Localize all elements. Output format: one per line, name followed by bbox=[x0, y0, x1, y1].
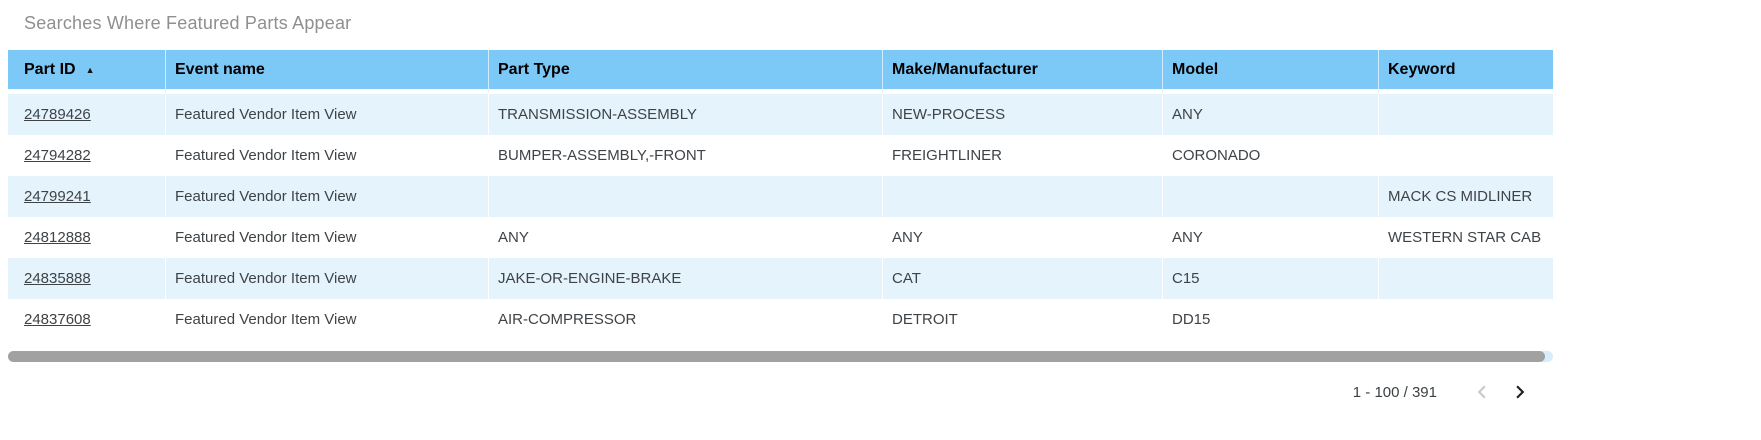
event-name-cell: Featured Vendor Item View bbox=[165, 299, 488, 340]
model-cell: DD15 bbox=[1162, 299, 1378, 340]
make-cell: DETROIT bbox=[882, 299, 1162, 340]
event-name-cell: Featured Vendor Item View bbox=[165, 258, 488, 299]
part-id-cell: 24837608 bbox=[8, 299, 165, 340]
model-cell bbox=[1162, 176, 1378, 217]
model-cell: C15 bbox=[1162, 258, 1378, 299]
event-name-cell: Featured Vendor Item View bbox=[165, 135, 488, 176]
column-header-model[interactable]: Model bbox=[1162, 50, 1378, 94]
make-cell: ANY bbox=[882, 217, 1162, 258]
make-cell bbox=[882, 176, 1162, 217]
column-header-part-id[interactable]: Part ID ▲ bbox=[8, 50, 165, 94]
keyword-cell bbox=[1378, 94, 1553, 135]
column-header-make[interactable]: Make/Manufacturer bbox=[882, 50, 1162, 94]
make-cell: FREIGHTLINER bbox=[882, 135, 1162, 176]
model-cell: ANY bbox=[1162, 217, 1378, 258]
event-name-cell: Featured Vendor Item View bbox=[165, 176, 488, 217]
pagination-bar: 1 - 100 / 391 bbox=[8, 370, 1553, 406]
part-id-link[interactable]: 24812888 bbox=[24, 229, 91, 246]
part-id-cell: 24789426 bbox=[8, 94, 165, 135]
horizontal-scrollbar[interactable] bbox=[8, 351, 1553, 362]
pagination-range: 1 - 100 / 391 bbox=[1352, 383, 1437, 401]
keyword-cell bbox=[1378, 135, 1553, 176]
part-type-cell: TRANSMISSION-ASSEMBLY bbox=[488, 94, 882, 135]
table-header-row: Part ID ▲ Event name Part Type Make/Manuf… bbox=[8, 50, 1553, 94]
part-type-cell: BUMPER-ASSEMBLY,-FRONT bbox=[488, 135, 882, 176]
part-id-link[interactable]: 24835888 bbox=[24, 270, 91, 287]
model-cell: ANY bbox=[1162, 94, 1378, 135]
next-page-button[interactable] bbox=[1506, 378, 1534, 406]
make-cell: CAT bbox=[882, 258, 1162, 299]
keyword-cell: MACK CS MIDLINER bbox=[1378, 176, 1553, 217]
part-type-cell: ANY bbox=[488, 217, 882, 258]
chevron-right-icon bbox=[1507, 379, 1533, 405]
part-type-cell bbox=[488, 176, 882, 217]
table-row: 24835888 Featured Vendor Item View JAKE-… bbox=[8, 258, 1553, 299]
table-row: 24794282 Featured Vendor Item View BUMPE… bbox=[8, 135, 1553, 176]
sort-ascending-icon: ▲ bbox=[85, 64, 95, 75]
table-row: 24789426 Featured Vendor Item View TRANS… bbox=[8, 94, 1553, 135]
part-type-cell: JAKE-OR-ENGINE-BRAKE bbox=[488, 258, 882, 299]
make-cell: NEW-PROCESS bbox=[882, 94, 1162, 135]
part-id-cell: 24799241 bbox=[8, 176, 165, 217]
page-title: Searches Where Featured Parts Appear bbox=[24, 13, 352, 33]
part-id-link[interactable]: 24789426 bbox=[24, 106, 91, 123]
featured-parts-table: Part ID ▲ Event name Part Type Make/Manuf… bbox=[8, 50, 1553, 340]
column-header-keyword[interactable]: Keyword bbox=[1378, 50, 1553, 94]
keyword-cell bbox=[1378, 299, 1553, 340]
table-row: 24799241 Featured Vendor Item View MACK … bbox=[8, 176, 1553, 217]
part-type-cell: AIR-COMPRESSOR bbox=[488, 299, 882, 340]
keyword-cell bbox=[1378, 258, 1553, 299]
column-header-part-id-label: Part ID bbox=[24, 60, 76, 78]
part-id-cell: 24794282 bbox=[8, 135, 165, 176]
previous-page-button[interactable] bbox=[1468, 378, 1496, 406]
table-row: 24812888 Featured Vendor Item View ANY A… bbox=[8, 217, 1553, 258]
column-header-event-name[interactable]: Event name bbox=[165, 50, 488, 94]
table-row: 24837608 Featured Vendor Item View AIR-C… bbox=[8, 299, 1553, 340]
keyword-cell: WESTERN STAR CAB bbox=[1378, 217, 1553, 258]
column-header-part-type[interactable]: Part Type bbox=[488, 50, 882, 94]
part-id-link[interactable]: 24837608 bbox=[24, 311, 91, 328]
horizontal-scrollbar-thumb[interactable] bbox=[8, 351, 1545, 362]
model-cell: CORONADO bbox=[1162, 135, 1378, 176]
event-name-cell: Featured Vendor Item View bbox=[165, 94, 488, 135]
chevron-left-icon bbox=[1469, 379, 1495, 405]
event-name-cell: Featured Vendor Item View bbox=[165, 217, 488, 258]
part-id-link[interactable]: 24799241 bbox=[24, 188, 91, 205]
part-id-cell: 24835888 bbox=[8, 258, 165, 299]
part-id-cell: 24812888 bbox=[8, 217, 165, 258]
part-id-link[interactable]: 24794282 bbox=[24, 147, 91, 164]
